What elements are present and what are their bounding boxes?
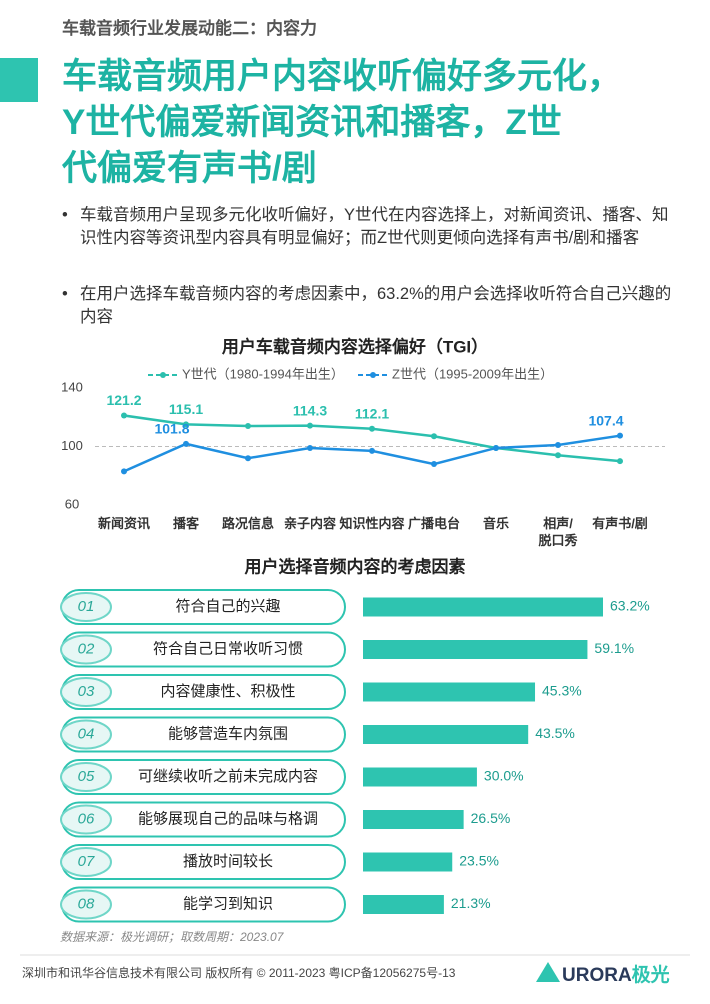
x-tick-label: 有声书/剧 — [592, 516, 648, 531]
category-label: 能学习到知识 — [183, 895, 273, 912]
y-tick-label: 100 — [61, 438, 83, 453]
legend-label: Z世代（1995-2009年出生） — [392, 366, 553, 381]
category-label: 能够展现自己的品味与格调 — [138, 810, 318, 827]
logo: URORA极光 — [562, 960, 670, 987]
category-label: 能够营造车内氛围 — [168, 725, 288, 742]
accent-block — [0, 58, 38, 102]
category-label: 符合自己日常收听习惯 — [153, 640, 303, 657]
x-tick-label: 音乐 — [482, 516, 509, 531]
page-title: 车载音频用户内容收听偏好多元化， Y世代偏爱新闻资讯和播客，Z世 代偏爱有声书/… — [62, 54, 622, 192]
data-point — [183, 421, 189, 428]
x-tick-label: 播客 — [172, 516, 199, 531]
logo-icon — [536, 962, 560, 982]
value-label: 23.5% — [459, 853, 499, 869]
data-point — [183, 440, 189, 447]
data-point — [121, 412, 127, 419]
data-point — [121, 468, 127, 475]
rank-badge — [60, 804, 112, 835]
rank: 06 — [78, 810, 95, 827]
data-point — [245, 455, 251, 462]
data-point — [617, 458, 623, 465]
bar — [363, 725, 529, 744]
data-label: 121.2 — [106, 392, 141, 408]
data-point — [307, 422, 313, 429]
series-line — [123, 414, 621, 463]
data-label: 107.4 — [588, 412, 623, 428]
bar — [363, 852, 453, 872]
value-label: 59.1% — [594, 640, 634, 656]
value-label: 43.5% — [535, 725, 575, 741]
data-label: 101.8 — [154, 421, 189, 437]
legend-marker — [370, 372, 376, 378]
rank: 01 — [78, 598, 95, 615]
rank-badge — [60, 847, 112, 877]
value-label: 63.2% — [610, 598, 650, 614]
rank: 04 — [78, 725, 95, 742]
rank: 03 — [78, 683, 95, 700]
rank-badge — [60, 719, 112, 750]
data-label: 114.3 — [293, 402, 327, 418]
title-line: 车载音频用户内容收听偏好多元化， — [62, 57, 623, 96]
bullet: 在用户选择车载音频内容的考虑因素中，63.2%的用户会选择收听符合自己兴趣的内容 — [62, 283, 682, 329]
value-label: 21.3% — [451, 895, 491, 911]
value-label: 45.3% — [542, 683, 582, 699]
x-tick-label: 路况信息 — [221, 516, 274, 531]
data-point — [369, 425, 375, 432]
rank-badge — [60, 634, 112, 665]
data-point — [493, 444, 499, 451]
x-tick-label: 亲子内容 — [283, 516, 336, 531]
value-label: 26.5% — [471, 810, 511, 826]
data-point — [307, 444, 313, 451]
data-point — [431, 433, 437, 440]
bar — [363, 895, 444, 914]
bar — [363, 597, 603, 617]
bar — [363, 682, 536, 702]
data-point — [431, 461, 437, 468]
bar — [363, 767, 477, 787]
chart-title: 用户选择音频内容的考虑因素 — [245, 556, 466, 576]
y-tick-label: 140 — [61, 379, 83, 394]
rank: 08 — [78, 895, 95, 912]
bar — [363, 640, 588, 659]
x-tick-label: 相声/ 脱口秀 — [538, 516, 578, 548]
category-label: 内容健康性、积极性 — [160, 683, 295, 700]
legend-label: Y世代（1980-1994年出生） — [182, 366, 344, 381]
rank-badge — [60, 592, 112, 622]
category-label: 播放时间较长 — [183, 852, 273, 870]
rank-badge — [60, 677, 112, 707]
data-label: 115.1 — [169, 401, 203, 417]
data-point — [617, 432, 623, 439]
title-line: Y世代偏爱新闻资讯和播客，Z世 — [62, 103, 562, 142]
data-label: 112.1 — [355, 406, 389, 422]
x-tick-label: 新闻资讯 — [97, 516, 150, 531]
category-label: 符合自己的兴趣 — [175, 598, 280, 615]
data-point — [245, 423, 251, 430]
rank-badge — [60, 762, 112, 792]
x-tick-label: 广播电台 — [407, 516, 460, 531]
logo-text: 极光 — [631, 965, 670, 986]
category-label: 可继续收听之前未完成内容 — [138, 768, 318, 785]
section-title: 车载音频行业发展动能二：内容力 — [62, 19, 317, 38]
y-tick-label: 60 — [65, 496, 79, 511]
bullet: 车载音频用户呈现多元化收听偏好，Y世代在内容选择上，对新闻资讯、播客、知识性内容… — [62, 204, 682, 250]
rank: 05 — [78, 768, 95, 785]
rank: 07 — [78, 853, 95, 870]
bar — [363, 810, 464, 829]
data-point — [555, 452, 561, 459]
footer-text: 深圳市和讯华谷信息技术有限公司 版权所有 © 2011-2023 粤ICP备12… — [22, 966, 456, 980]
source: 数据来源：极光调研；取数周期：2023.07 — [60, 930, 284, 944]
data-point — [555, 442, 561, 449]
logo-text: URORA — [562, 965, 632, 986]
rank: 02 — [78, 640, 95, 657]
data-point — [369, 447, 375, 454]
title-line: 代偏爱有声书/剧 — [62, 149, 317, 188]
value-label: 30.0% — [484, 768, 524, 784]
x-tick-label: 知识性内容 — [339, 516, 405, 531]
chart-title: 用户车载音频内容选择偏好（TGI） — [222, 336, 488, 356]
legend-marker — [160, 372, 166, 378]
rank-badge — [60, 889, 112, 920]
